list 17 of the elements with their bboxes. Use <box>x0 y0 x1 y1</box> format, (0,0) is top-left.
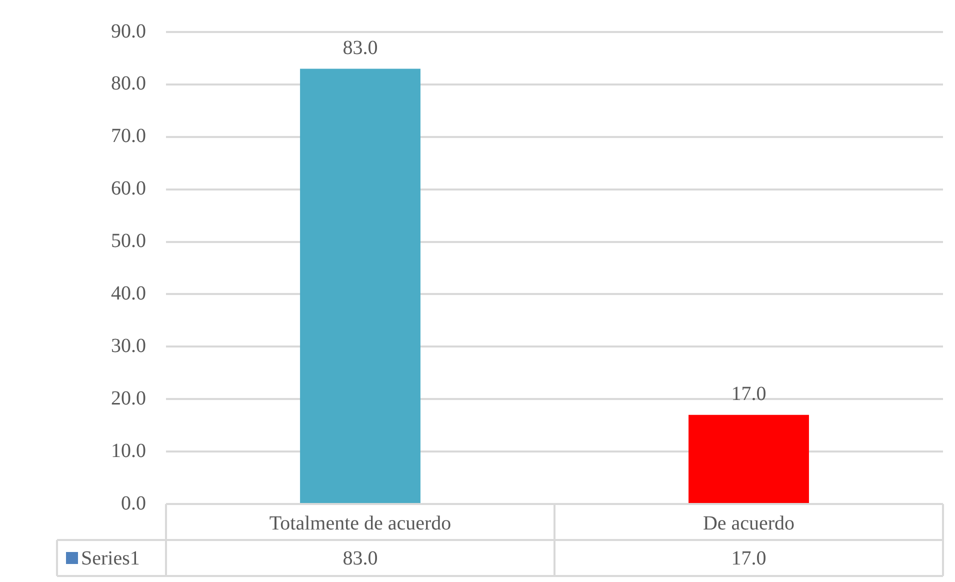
y-tick-label: 60.0 <box>111 178 146 200</box>
y-tick-label: 0.0 <box>121 492 146 514</box>
y-tick-label: 50.0 <box>111 230 146 252</box>
y-tick-label: 30.0 <box>111 334 146 357</box>
text: Series1 <box>81 547 140 570</box>
text: 17.0 <box>731 383 766 406</box>
y-tick-label: 70.0 <box>111 125 146 148</box>
data-label: 83.0 <box>342 547 378 570</box>
data-label: 17.0 <box>731 547 766 570</box>
y-tick-label: 20.0 <box>111 387 146 410</box>
y-tick-label: 10.0 <box>111 440 146 462</box>
x-tick-label: Totalmente de acuerdo <box>269 512 452 534</box>
y-tick-label: 90.0 <box>111 20 146 42</box>
x-tick-label: De acuerdo <box>702 512 795 534</box>
text: 83.0 <box>342 36 378 59</box>
y-tick-label: 80.0 <box>111 72 146 95</box>
y-tick-label: 40.0 <box>111 282 146 304</box>
